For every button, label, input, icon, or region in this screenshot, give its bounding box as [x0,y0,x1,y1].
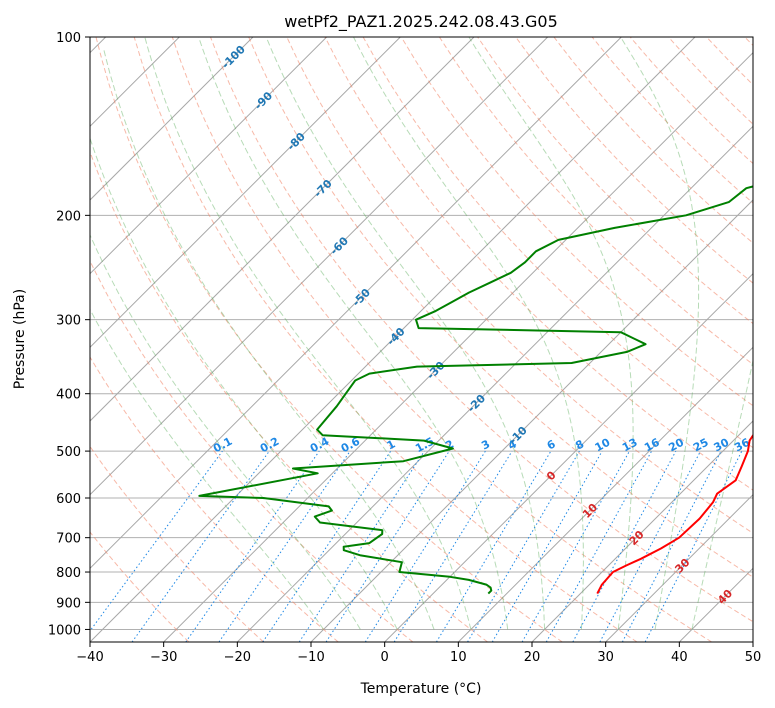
mixing-ratio-line [521,450,630,642]
dry-adiabat-line [171,37,712,642]
moist-adiabat-line [90,233,361,630]
mixing-ratio-line [364,450,486,642]
x-tick-label: 40 [671,650,688,665]
mixing-ratio-label: 13 [620,436,640,455]
dry-adiabat-line [133,37,638,642]
x-tick-label: −30 [150,650,177,665]
background-lines [90,37,753,642]
dry-adiabat-line [90,531,190,642]
dry-adiabat-line [324,37,753,491]
moist-adiabat-line [198,37,509,630]
isotherm-line [531,420,753,642]
mixing-ratio-line [491,450,603,642]
moist-adiabat-line [691,358,753,630]
profiles [198,185,753,595]
dry-adiabat-line [248,37,753,578]
isotherm-line [90,37,401,349]
y-axis-ticks: 100 200 300 400 500 600 700 800 900 1000 [48,31,90,638]
dry-adiabat-line [90,356,339,642]
dry-adiabat-line [90,445,264,642]
y-axis-label: Pressure (hPa) [12,289,28,389]
dry-adiabat-line [95,37,563,642]
isotherm-line [605,493,753,642]
mixing-ratio-label: 10 [593,436,613,455]
isotherm-line [90,37,696,642]
x-tick-label: 20 [524,650,541,665]
dry-adiabat-line [515,37,753,284]
y-tick-label: 1000 [48,623,81,638]
y-tick-label: 100 [56,31,81,46]
moist-adiabat-line [90,136,398,630]
x-axis-label: Temperature (°C) [360,681,482,697]
temperature-profile-line [596,433,753,595]
y-tick-label: 500 [56,445,81,460]
isotherm-line [90,37,254,201]
y-tick-label: 200 [56,209,81,224]
x-tick-label: 30 [597,650,614,665]
isotherm-line [90,37,622,570]
x-tick-label: −10 [297,650,324,665]
mixing-ratio-label: 30 [712,436,732,455]
y-tick-label: 300 [56,314,81,329]
dry-adiabat-line [210,37,753,623]
x-tick-label: 10 [450,650,467,665]
y-tick-label: 400 [56,388,81,403]
dewpoint-profile-line [198,185,753,595]
moist-adiabat-line [103,49,435,630]
moist-adiabat-line [468,37,634,630]
x-tick-label: −20 [224,650,251,665]
isotherm-line [90,37,475,422]
y-tick-label: 700 [56,532,81,547]
x-tick-label: 0 [381,650,389,665]
y-tick-label: 600 [56,492,81,507]
mixing-ratio-line [572,450,677,642]
mixing-ratio-line [325,450,450,642]
plot-area [90,37,753,642]
chart-title: wetPf2_PAZ1.2025.242.08.43.G05 [284,12,558,32]
dry-adiabat-line [438,37,753,366]
mixing-ratio-line [435,450,552,642]
moist-adiabat-line [265,37,546,630]
y-tick-label: 900 [56,596,81,611]
mixing-ratio-line [393,450,513,642]
dry-adiabat-line [400,37,753,407]
moist-adiabat-line [620,37,700,630]
isotherm-line [236,125,753,642]
mixing-ratio-label: 16 [642,436,662,455]
mixing-ratio-line [467,450,580,642]
mixing-ratio-line [545,450,653,642]
isotherm-line [384,272,753,642]
isotherm-line [163,51,753,642]
mixing-ratio-line [218,450,351,642]
isotherm-line [90,37,328,275]
x-tick-label: 50 [745,650,762,665]
moist-adiabat-line [353,37,584,630]
isotherm-line [457,346,753,642]
x-axis-ticks: −40 −30 −20 −10 0 10 20 30 40 50 [76,642,761,665]
y-tick-label: 800 [56,566,81,581]
mixing-ratio-label: 20 [666,436,686,455]
mixing-ratio-label: 25 [691,436,711,455]
x-tick-label: −40 [76,650,103,665]
moist-adiabat-line [90,308,324,630]
dry-adiabat-line [90,150,488,642]
isotherm-line [90,37,549,496]
plot-frame [89,36,754,643]
mixing-ratio-line [185,450,320,642]
